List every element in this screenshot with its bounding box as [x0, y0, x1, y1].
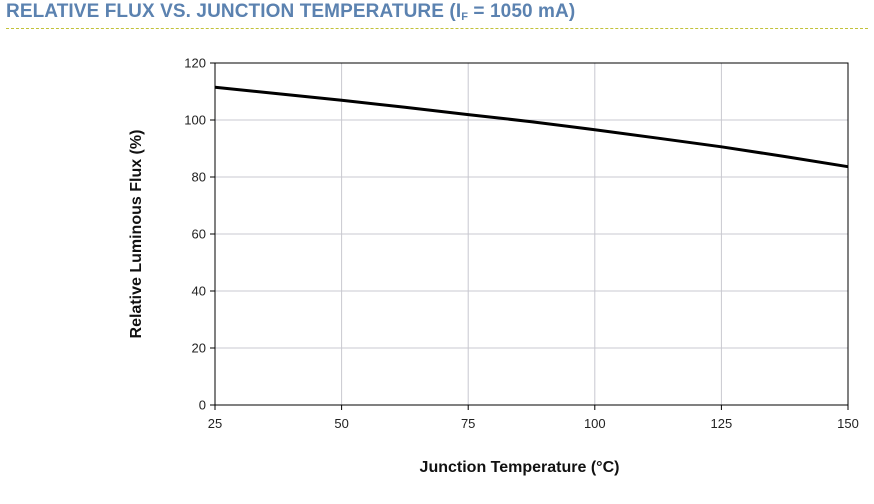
y-axis-ticks: 0 20 40 60 80 100 120: [184, 56, 215, 413]
y-tick-label: 120: [184, 56, 206, 71]
y-tick-label: 40: [192, 284, 206, 299]
y-tick-label: 20: [192, 341, 206, 356]
chart-title-main: RELATIVE FLUX VS. JUNCTION TEMPERATURE (…: [6, 1, 462, 22]
x-axis-ticks: 25 50 75 100 125 150: [208, 405, 859, 431]
y-tick-label: 0: [199, 398, 206, 413]
x-tick-label: 25: [208, 416, 222, 431]
x-tick-label: 75: [461, 416, 475, 431]
grid-lines: [214, 62, 849, 406]
x-tick-label: 100: [584, 416, 606, 431]
chart-title: RELATIVE FLUX VS. JUNCTION TEMPERATURE (…: [6, 1, 575, 27]
plot-frame: [214, 62, 849, 406]
chart-title-tail: = 1050 mA): [468, 1, 576, 22]
y-tick-label: 100: [184, 113, 206, 128]
chart-title-subscript: F: [461, 11, 469, 23]
x-tick-label: 50: [334, 416, 348, 431]
x-axis-title: Junction Temperature (°C): [420, 459, 620, 476]
y-tick-label: 60: [192, 227, 206, 242]
x-tick-label: 125: [711, 416, 733, 431]
x-tick-label: 150: [837, 416, 859, 431]
y-axis-title: Relative Luminous Flux (%): [128, 130, 145, 339]
title-divider: [6, 28, 868, 29]
y-tick-label: 80: [192, 170, 206, 185]
series-group: [214, 85, 849, 169]
series-line: [214, 85, 849, 169]
